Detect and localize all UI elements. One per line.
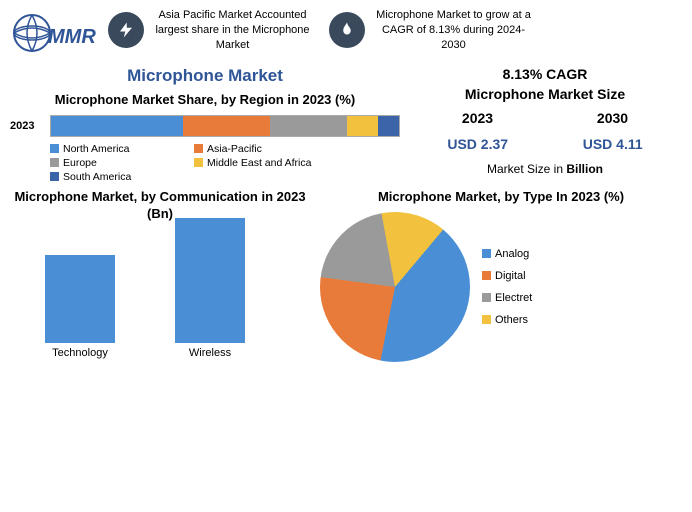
- year-2030: 2030: [597, 110, 628, 126]
- legend-swatch: [482, 249, 491, 258]
- legend-item: North America: [50, 143, 180, 155]
- region-seg-middle-east-and-africa: [347, 116, 378, 136]
- legend-label: Digital: [495, 270, 526, 282]
- legend-label: Asia-Pacific: [207, 143, 262, 155]
- legend-swatch: [482, 293, 491, 302]
- region-year-label: 2023: [10, 120, 42, 132]
- legend-label: Middle East and Africa: [207, 157, 311, 169]
- market-size-values: USD 2.37 USD 4.11: [410, 136, 680, 152]
- year-2023: 2023: [462, 110, 493, 126]
- region-seg-north-america: [51, 116, 183, 136]
- comm-chart-title: Microphone Market, by Communication in 2…: [10, 189, 310, 223]
- badge1-text: Asia Pacific Market Accounted largest sh…: [150, 8, 315, 53]
- svg-text:MMR: MMR: [48, 26, 96, 48]
- bar: [45, 255, 115, 343]
- legend-swatch: [194, 158, 203, 167]
- bar-label: Wireless: [189, 347, 231, 359]
- legend-label: Others: [495, 314, 528, 326]
- bolt-icon: [108, 12, 144, 48]
- comm-bar-chart: Technology Wireless: [10, 229, 310, 359]
- badge-cagr: Microphone Market to grow at a CAGR of 8…: [329, 8, 536, 53]
- legend-swatch: [50, 158, 59, 167]
- legend-swatch: [50, 172, 59, 181]
- val-2030: USD 4.11: [583, 136, 643, 152]
- legend-label: South America: [63, 171, 131, 183]
- bar-col: Wireless: [170, 218, 250, 359]
- region-chart-title: Microphone Market Share, by Region in 20…: [10, 92, 400, 109]
- legend-item: South America: [50, 171, 180, 183]
- badge-asia-pacific: Asia Pacific Market Accounted largest sh…: [108, 8, 315, 53]
- legend-swatch: [482, 315, 491, 324]
- legend-item: Others: [482, 314, 612, 326]
- legend-item: Europe: [50, 157, 180, 169]
- flame-icon: [329, 12, 365, 48]
- legend-swatch: [194, 144, 203, 153]
- legend-item: Digital: [482, 270, 612, 282]
- region-seg-asia-pacific: [183, 116, 270, 136]
- region-seg-europe: [270, 116, 347, 136]
- legend-item: Asia-Pacific: [194, 143, 324, 155]
- region-seg-south-america: [378, 116, 399, 136]
- logo: MMR: [10, 8, 100, 58]
- type-pie-chart: [320, 212, 470, 362]
- market-size-title: Microphone Market Size: [410, 86, 680, 102]
- legend-item: Middle East and Africa: [194, 157, 324, 169]
- badge2-text: Microphone Market to grow at a CAGR of 8…: [371, 8, 536, 53]
- section-title: Microphone Market: [10, 66, 400, 86]
- legend-label: Europe: [63, 157, 97, 169]
- region-legend: North America Asia-Pacific Europe Middle Ea…: [50, 143, 400, 183]
- type-chart-title: Microphone Market, by Type In 2023 (%): [320, 189, 682, 206]
- market-size-years: 2023 2030: [410, 110, 680, 126]
- region-stacked-bar: 2023: [10, 115, 400, 137]
- legend-item: Electret: [482, 292, 612, 304]
- type-legend: Analog Digital Electret Others: [482, 248, 612, 326]
- legend-swatch: [482, 271, 491, 280]
- legend-swatch: [50, 144, 59, 153]
- bar: [175, 218, 245, 343]
- market-size-unit: Market Size in Billion: [410, 162, 680, 176]
- bar-col: Technology: [40, 255, 120, 359]
- val-2023: USD 2.37: [447, 136, 508, 152]
- legend-label: Analog: [495, 248, 529, 260]
- legend-item: Analog: [482, 248, 612, 260]
- cagr-headline: 8.13% CAGR: [410, 66, 680, 82]
- legend-label: Electret: [495, 292, 532, 304]
- bar-label: Technology: [52, 347, 108, 359]
- legend-label: North America: [63, 143, 130, 155]
